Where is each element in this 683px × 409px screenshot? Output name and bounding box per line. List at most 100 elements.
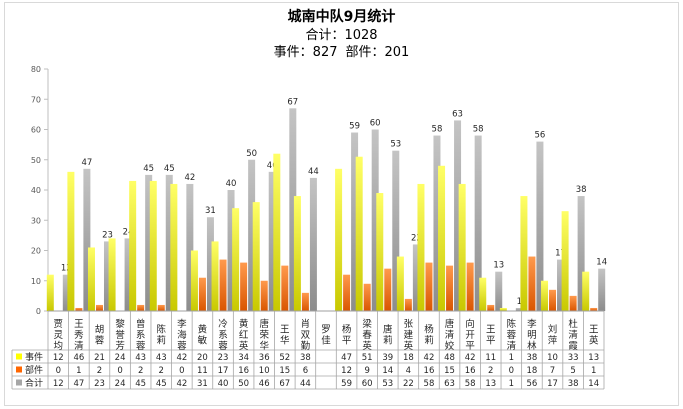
- bar-合计-唐荣华: [268, 171, 276, 311]
- category-label-黎誉芳: 芳: [115, 340, 125, 352]
- category-label-梁春英: 英: [362, 340, 372, 352]
- table-cell-事件: 10: [547, 353, 558, 363]
- bar-合计-贾灵均: [62, 274, 70, 311]
- table-cell-合计: 17: [547, 379, 558, 389]
- table-cell-部件: 6: [303, 366, 308, 376]
- category-label-肖双勤: 肖: [301, 318, 311, 330]
- category-label-李海蓉: 蓉: [177, 340, 187, 352]
- table-cell-部件: 16: [465, 366, 476, 376]
- table-cell-事件: 42: [424, 353, 435, 363]
- bar-合计-曾系蓉: [145, 174, 153, 311]
- bar-部件-王秀清: [75, 307, 83, 311]
- category-label-王秀清: 清: [74, 340, 84, 352]
- category-label-杜清霞: 霞: [568, 341, 578, 352]
- category-label-刘萍: 萍: [548, 336, 558, 347]
- bar-部件-黄红英: [240, 262, 248, 311]
- bar-部件-向开平: [466, 262, 474, 311]
- table-cell-合计: 47: [73, 379, 84, 389]
- category-label-贾灵均: 灵: [54, 330, 64, 341]
- table-cell-部件: 18: [527, 366, 538, 376]
- category-label-肖双勤: 双: [301, 330, 311, 341]
- category-label-李明林: 林: [527, 340, 537, 352]
- legend-label-部件: 部件: [25, 364, 43, 376]
- parts-label: 部件：: [345, 45, 385, 60]
- legend-key-合计: [16, 379, 22, 386]
- table-cell-合计: 60: [362, 379, 373, 389]
- table-cell-事件: 39: [382, 353, 393, 363]
- table-cell-部件: 12: [341, 366, 352, 376]
- data-label-合计-王秀清: 47: [81, 158, 92, 168]
- category-label-杜清霞: 清: [568, 329, 578, 341]
- data-label-合计-杨平: 59: [349, 122, 360, 132]
- events-value: 827: [312, 45, 338, 60]
- data-label-合计-王平: 13: [493, 261, 504, 271]
- table-cell-合计: 67: [279, 379, 290, 389]
- category-label-王秀清: 秀: [74, 329, 84, 341]
- table-cell-事件: 18: [403, 353, 414, 363]
- bar-部件-曾系蓉: [137, 304, 145, 311]
- bar-部件-李明林: [528, 256, 536, 311]
- bar-事件-李明林: [520, 196, 528, 311]
- category-label-曾系蓉: 蓉: [136, 340, 146, 352]
- table-cell-事件: 13: [588, 353, 599, 363]
- bar-部件-梁春英: [363, 283, 371, 311]
- table-cell-合计: 42: [176, 379, 187, 389]
- bar-事件-梁春英: [355, 156, 363, 311]
- data-label-合计-王英: 14: [596, 258, 607, 268]
- y-tick-label: 70: [31, 95, 41, 104]
- bar-合计-刘萍: [557, 259, 565, 311]
- category-label-王华: 华: [280, 335, 290, 347]
- category-label-罗佳: 佳: [321, 335, 331, 347]
- table-cell-合计: 13: [485, 379, 496, 389]
- table-cell-合计: 44: [300, 379, 311, 389]
- bar-合计-黎誉芳: [124, 238, 132, 311]
- table-cell-事件: 1: [509, 353, 514, 363]
- bar-合计-王英: [598, 268, 606, 311]
- category-label-胡蓉: 蓉: [95, 335, 105, 347]
- bar-事件-冷系蓉: [211, 241, 219, 311]
- category-label-张建英: 张: [404, 319, 414, 330]
- table-cell-合计: 23: [94, 379, 105, 389]
- table-cell-事件: 43: [156, 353, 167, 363]
- table-cell-事件: 21: [94, 353, 105, 363]
- table-cell-部件: 2: [97, 366, 102, 376]
- category-label-唐清姣: 清: [445, 329, 455, 341]
- legend-label-事件: 事件: [25, 351, 43, 363]
- category-label-陈蓉清: 陈: [507, 318, 517, 330]
- category-label-唐清姣: 唐: [445, 318, 455, 330]
- table-cell-部件: 1: [76, 366, 81, 376]
- data-label-合计-陈蓉清: 1: [517, 297, 522, 307]
- bar-部件-杨平: [343, 274, 351, 311]
- y-tick-label: 20: [31, 247, 41, 256]
- data-label-合计-肖双勤: 44: [308, 167, 319, 177]
- bar-合计-黄红英: [248, 159, 256, 311]
- legend-key-事件: [16, 353, 22, 360]
- bar-事件-曾系蓉: [129, 180, 137, 311]
- table-cell-部件: 2: [488, 366, 493, 376]
- category-label-王英: 王: [589, 325, 599, 336]
- category-label-王英: 英: [589, 335, 599, 347]
- bar-部件-陈莉: [157, 304, 165, 311]
- bar-事件-杨平: [335, 168, 343, 311]
- parts-value: 201: [384, 45, 410, 60]
- data-label-合计-梁春英: 60: [370, 119, 381, 129]
- events-label: 事件：: [273, 45, 313, 60]
- category-label-王平: 平: [486, 336, 496, 347]
- table-cell-合计: 31: [197, 379, 208, 389]
- table-cell-部件: 10: [259, 366, 270, 376]
- category-label-冷系蓉: 系: [218, 330, 228, 341]
- category-label-李明林: 明: [527, 330, 537, 341]
- bar-部件-王英: [590, 307, 598, 311]
- table-cell-合计: 50: [238, 379, 249, 389]
- bar-事件-陈蓉清: [499, 307, 507, 311]
- data-label-合计-胡蓉: 23: [102, 230, 113, 240]
- bar-合计-唐莉: [392, 150, 400, 311]
- bar-合计-王华: [289, 108, 297, 311]
- category-label-张建英: 建: [404, 329, 414, 341]
- category-label-王秀清: 王: [74, 319, 84, 330]
- table-cell-合计: 38: [568, 379, 579, 389]
- category-label-黄红英: 红: [239, 329, 249, 341]
- table-cell-事件: 38: [527, 353, 538, 363]
- bar-部件-黄敏: [198, 277, 206, 311]
